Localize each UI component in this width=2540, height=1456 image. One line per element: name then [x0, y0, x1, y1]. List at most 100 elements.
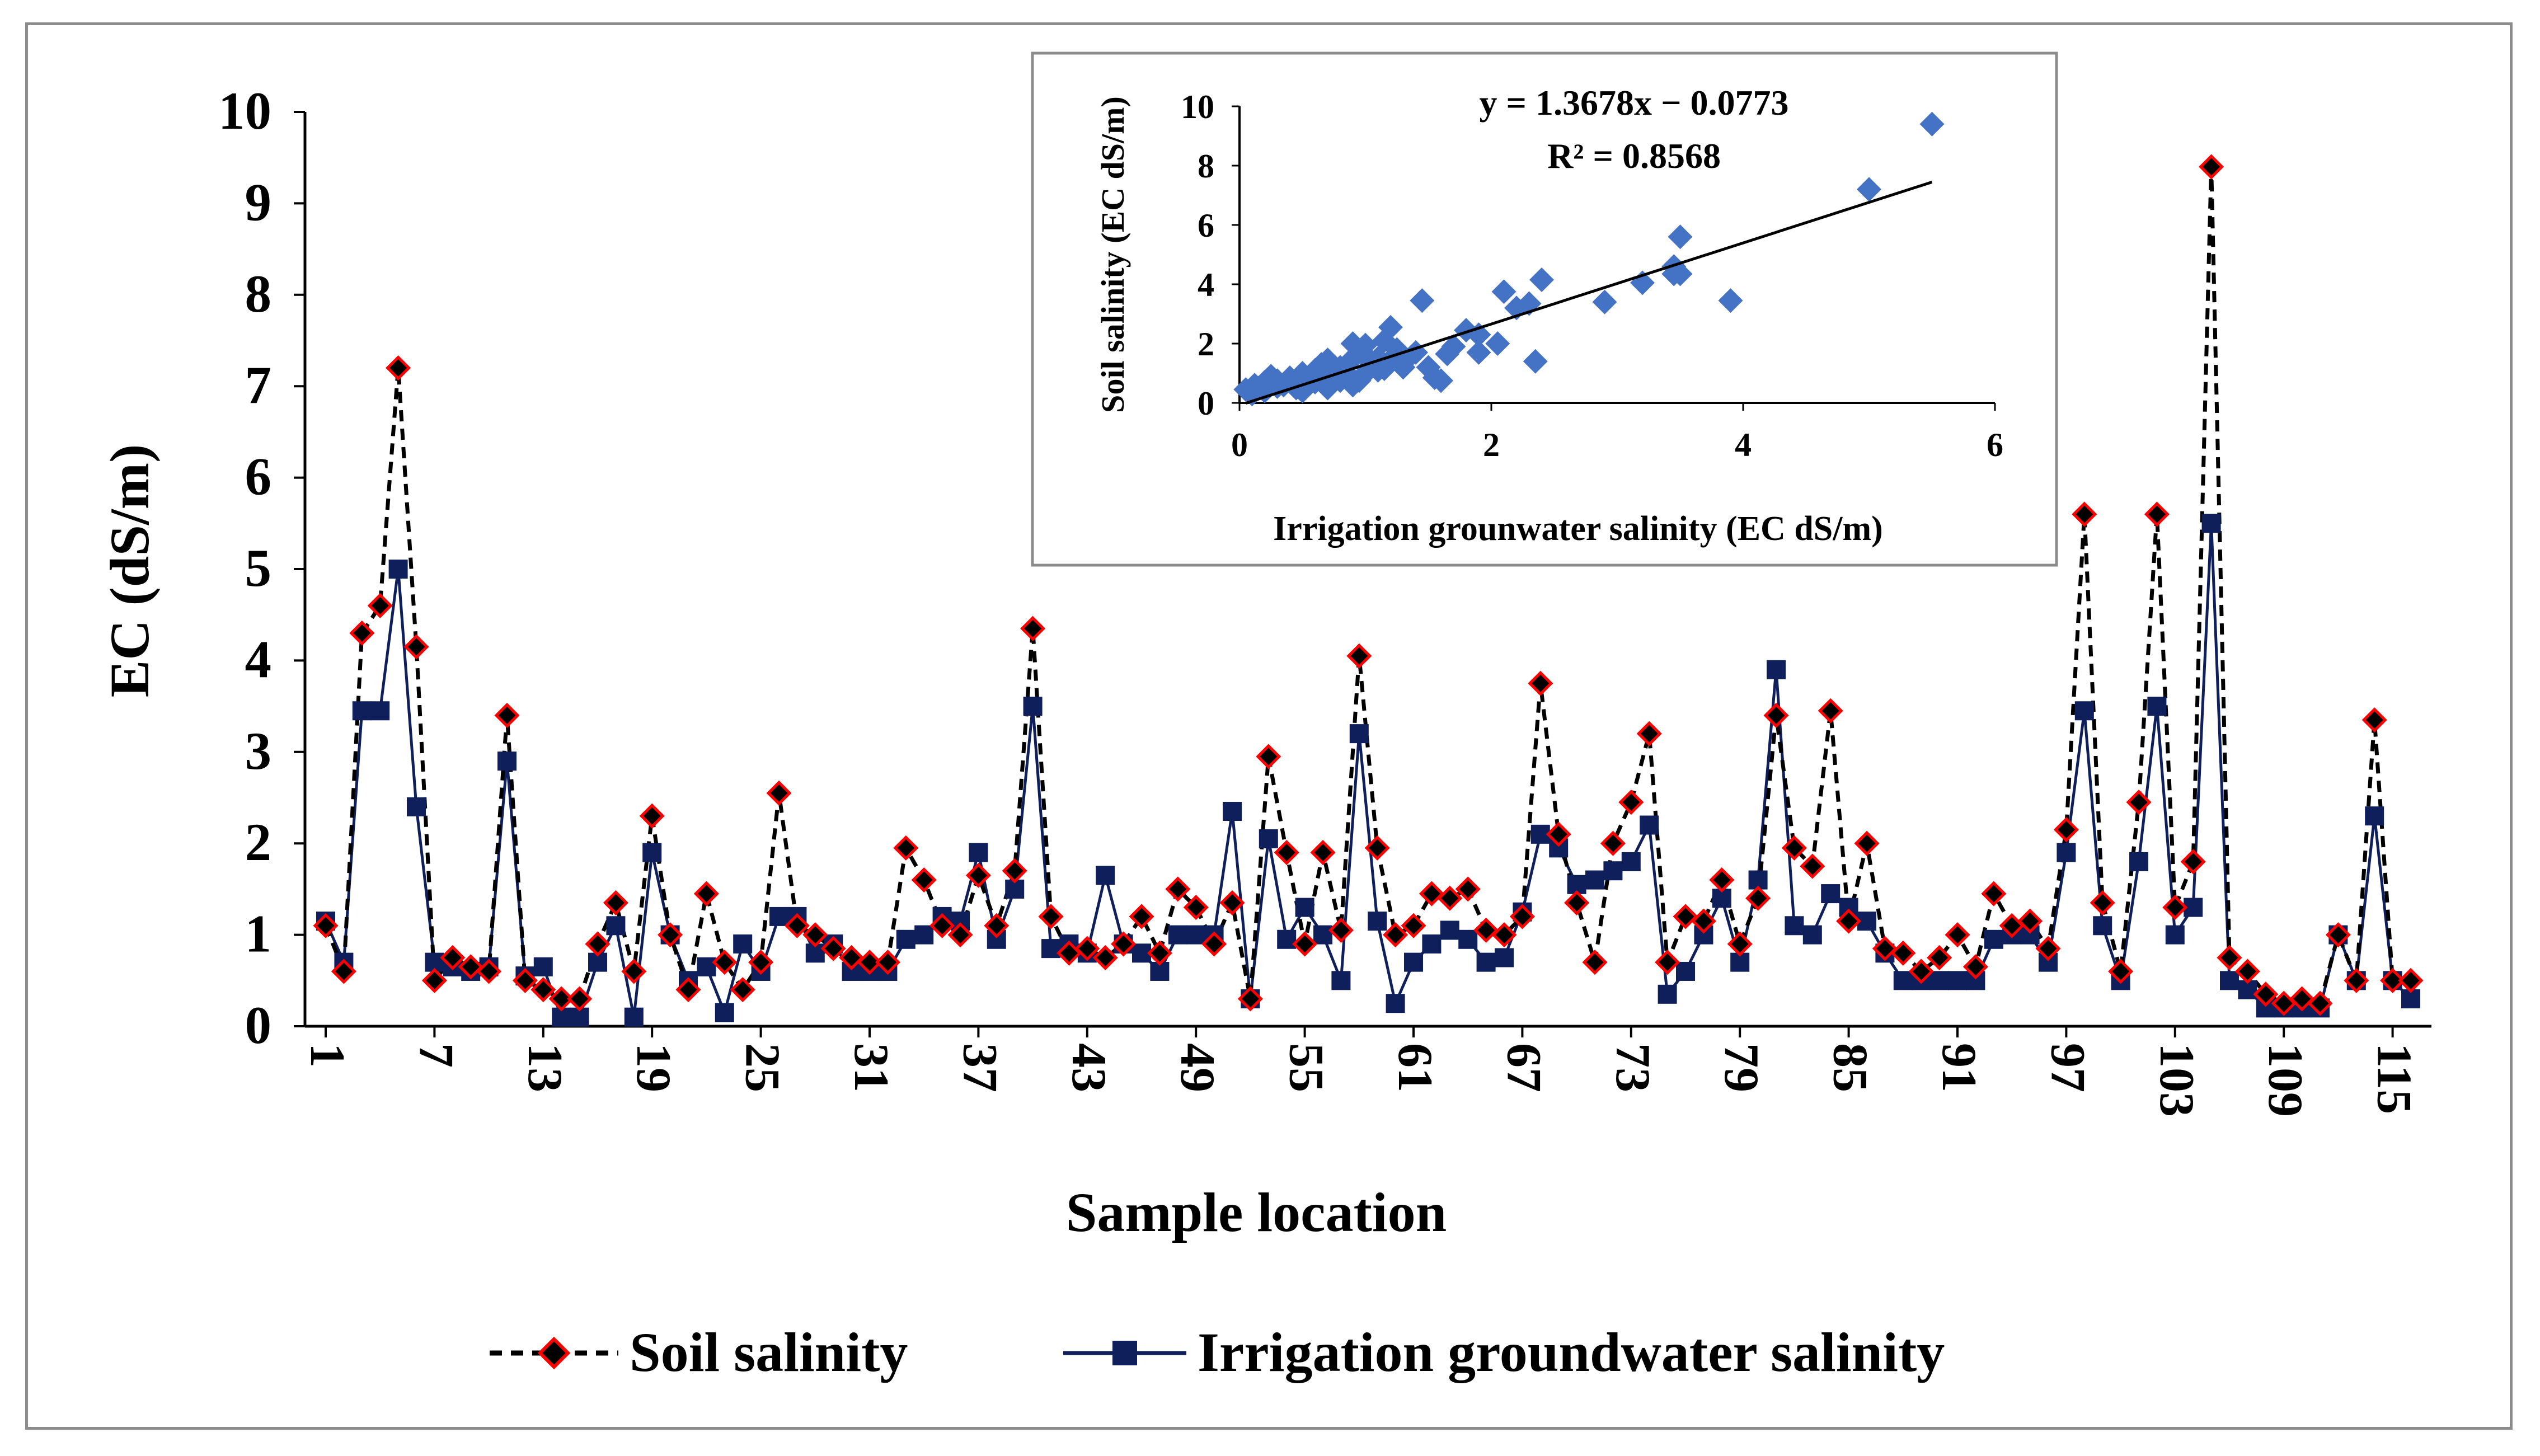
soil-point — [1092, 945, 1118, 970]
soil-point — [1908, 959, 1934, 984]
groundwater-point — [2147, 697, 2167, 716]
x-tick-label: 1 — [300, 1043, 354, 1068]
soil-point — [440, 945, 466, 970]
main-series — [313, 154, 2424, 1027]
groundwater-point — [1440, 920, 1459, 940]
soil-point — [1691, 908, 1716, 934]
soil-point — [1781, 835, 1807, 861]
main-x-ticks: 1 7 13 19 25 31 37 43 49 55 61 67 73 79 85 91 97 103 109 11… — [300, 1026, 2421, 1117]
inset-x-tick-label: 2 — [1483, 426, 1500, 463]
soil-point — [2398, 967, 2424, 993]
soil-point — [2108, 959, 2134, 984]
soil-point — [1219, 890, 1245, 915]
soil-point — [2126, 790, 2152, 815]
inset-y-tick-label: 4 — [1198, 266, 1214, 303]
groundwater-point — [969, 843, 988, 862]
soil-point — [1074, 936, 1100, 961]
groundwater-point — [1096, 866, 1115, 885]
soil-point — [893, 835, 919, 861]
groundwater-point — [1295, 898, 1314, 917]
soil-point — [802, 922, 828, 948]
soil-point — [1582, 950, 1608, 975]
legend-item-soil-salinity[interactable]: Soil salinity — [490, 1321, 908, 1383]
inset-y-tick-label: 10 — [1181, 88, 1214, 125]
groundwater-point — [1821, 884, 1841, 904]
groundwater-point — [1223, 802, 1242, 821]
soil-point — [730, 977, 755, 1003]
groundwater-point — [1585, 870, 1604, 890]
inset-y-tick-label: 8 — [1198, 148, 1214, 185]
y-tick-label: 3 — [245, 721, 272, 781]
inset-x-ticks: 0 2 4 6 — [1231, 403, 2003, 463]
soil-point — [494, 702, 520, 728]
soil-point — [820, 936, 846, 961]
inset-x-tick-label: 0 — [1231, 426, 1248, 463]
scatter-point — [1466, 340, 1491, 365]
soil-point — [2307, 990, 2333, 1016]
groundwater-point — [1984, 929, 2003, 949]
soil-point — [1546, 821, 1571, 847]
soil-point — [2144, 501, 2170, 527]
scatter-point — [1410, 288, 1435, 313]
soil-point — [1111, 931, 1137, 957]
soil-point — [2380, 967, 2406, 993]
groundwater-point — [1495, 948, 1514, 967]
x-tick-label: 115 — [2367, 1043, 2421, 1114]
soil-point — [2072, 501, 2097, 527]
x-tick-label: 31 — [844, 1043, 898, 1092]
soil-point — [1836, 908, 1862, 934]
inset-y-axis-label: Soil salinity (EC dS/m) — [1095, 96, 1131, 413]
soil-point — [2217, 945, 2242, 970]
groundwater-point — [1948, 971, 1967, 990]
y-tick-label: 4 — [245, 630, 272, 689]
soil-point — [2234, 959, 2260, 984]
main-x-axis-label: Sample location — [1066, 1181, 1447, 1243]
legend[interactable]: Soil salinity Irrigation groundwater sal… — [490, 1321, 1945, 1383]
soil-point — [1600, 830, 1626, 856]
groundwater-point — [896, 929, 915, 949]
x-tick-label: 91 — [1932, 1043, 1986, 1092]
soil-point — [1800, 853, 1825, 879]
soil-point — [875, 950, 900, 975]
x-tick-label: 109 — [2258, 1043, 2312, 1117]
legend-marker-groundwater — [1112, 1341, 1137, 1365]
x-tick-label: 7 — [409, 1043, 463, 1068]
soil-point — [313, 913, 339, 938]
soil-point — [1818, 698, 1843, 724]
soil-point — [1763, 702, 1789, 728]
inset-y-tick-label: 6 — [1198, 207, 1214, 244]
soil-point — [349, 620, 375, 646]
soil-point — [1002, 858, 1027, 884]
inset-points — [1233, 111, 1945, 407]
soil-point — [458, 954, 483, 980]
inset-equation: y = 1.3678x − 0.0773 — [1480, 83, 1789, 123]
soil-point — [2199, 154, 2224, 180]
soil-point — [2325, 922, 2351, 948]
x-tick-label: 79 — [1714, 1043, 1768, 1092]
groundwater-point — [1331, 971, 1351, 990]
soil-point — [1890, 940, 1916, 966]
y-tick-label: 7 — [245, 355, 272, 415]
soil-point — [1038, 904, 1064, 929]
groundwater-point — [733, 934, 753, 954]
soil-point — [1346, 643, 1372, 669]
soil-point — [331, 959, 356, 984]
groundwater-point — [1259, 829, 1278, 849]
groundwater-point — [1603, 861, 1623, 881]
main-y-ticks: 0 1 2 3 4 5 6 7 8 9 10 — [218, 81, 305, 1055]
soil-point — [1745, 885, 1771, 911]
soil-point — [1636, 721, 1662, 746]
groundwater-point — [533, 957, 553, 976]
soil-point — [1491, 922, 1517, 948]
groundwater-point — [2093, 916, 2112, 936]
groundwater-point — [1658, 984, 1677, 1004]
groundwater-point — [1404, 952, 1423, 972]
soil-point — [1709, 867, 1735, 893]
soil-point — [2017, 908, 2043, 934]
groundwater-point — [370, 701, 390, 721]
soil-point — [1256, 744, 1281, 769]
soil-point — [1872, 936, 1898, 961]
legend-item-groundwater-salinity[interactable]: Irrigation groundwater salinity — [1063, 1321, 1945, 1383]
soil-point — [1854, 830, 1880, 856]
